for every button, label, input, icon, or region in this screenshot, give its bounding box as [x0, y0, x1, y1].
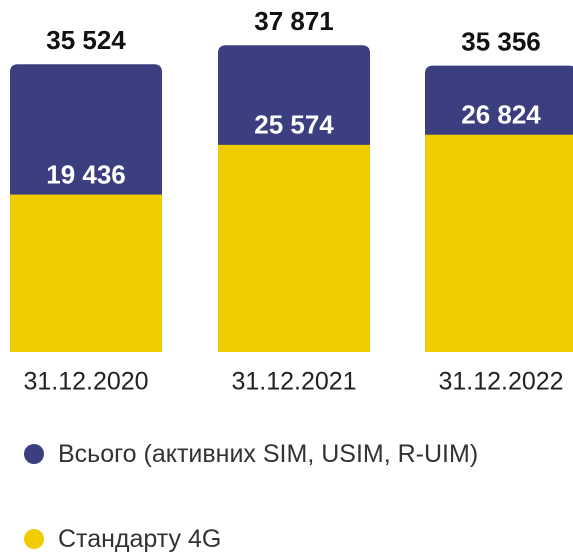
bar-4g — [425, 134, 573, 352]
total-label: 37 871 — [254, 6, 334, 36]
bar-4g — [10, 194, 162, 352]
x-tick-label: 31.12.2022 — [438, 368, 563, 396]
legend-item: Всього (активних SIM, USIM, R-UIM) — [24, 436, 544, 473]
legend-label: Всього (активних SIM, USIM, R-UIM) — [58, 440, 479, 468]
x-tick-label: 31.12.2021 — [231, 368, 356, 396]
4g-label: 26 824 — [461, 100, 541, 130]
4g-label: 19 436 — [46, 159, 126, 189]
chart: 35 524 19 436 31.12.2020 37 871 25 574 31.12.… — [10, 6, 573, 396]
total-label: 35 356 — [461, 26, 541, 56]
legend-label: Стандарту 4G — [58, 525, 222, 553]
legend-swatch — [24, 529, 44, 549]
legend-item: Стандарту 4G — [24, 521, 544, 558]
legend-swatch — [24, 444, 44, 464]
x-tick-label: 31.12.2020 — [23, 368, 148, 396]
4g-label: 25 574 — [254, 110, 334, 140]
total-label: 35 524 — [46, 25, 126, 55]
bar-4g — [218, 144, 370, 352]
